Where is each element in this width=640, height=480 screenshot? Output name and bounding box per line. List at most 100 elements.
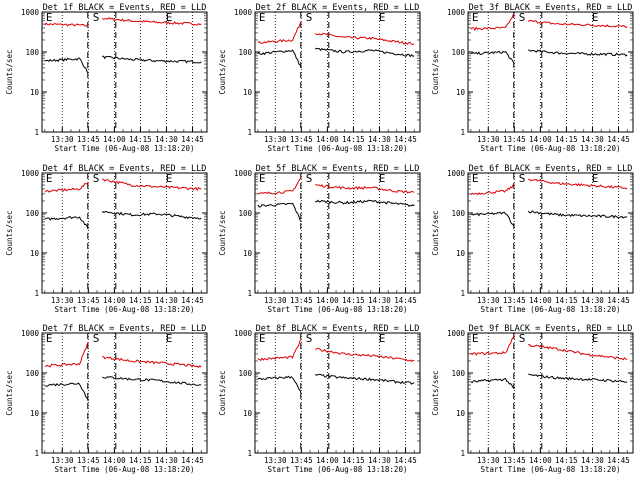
x-axis-label: Start Time (06-Aug-08 13:18:20) xyxy=(268,465,408,474)
lld-series-line xyxy=(257,338,302,362)
y-axis-label: Counts/sec xyxy=(218,49,227,94)
x-tick-label: 14:45 xyxy=(394,296,417,305)
events-series-line xyxy=(528,49,628,57)
plot-frame xyxy=(467,332,634,454)
eclipse-marker-label: E xyxy=(46,172,53,185)
x-tick-label: 14:30 xyxy=(368,296,391,305)
x-tick-label: 14:45 xyxy=(394,135,417,144)
y-tick-label: 10 xyxy=(456,249,466,258)
y-tick-label: 100 xyxy=(451,48,465,57)
x-tick-label: 13:30 xyxy=(264,456,287,465)
y-tick-label: 1 xyxy=(247,128,252,137)
x-axis-label: Start Time (06-Aug-08 13:18:20) xyxy=(481,144,621,153)
y-tick-label: 1 xyxy=(34,128,39,137)
saa-marker-label: S xyxy=(306,11,313,24)
x-tick-label: 14:45 xyxy=(181,296,204,305)
events-series-line xyxy=(314,47,415,58)
lld-series-line xyxy=(257,20,302,44)
panel-title: Det 3f BLACK = Events, RED = LLD xyxy=(469,3,633,13)
lld-series-line xyxy=(314,32,415,46)
eclipse-marker-label: E xyxy=(592,172,599,185)
eclipse-marker-label: E xyxy=(46,332,53,345)
y-tick-label: 1 xyxy=(460,289,465,298)
plot-frame xyxy=(254,11,421,133)
saa-marker-label: S xyxy=(93,11,100,24)
x-tick-label: 14:45 xyxy=(607,296,630,305)
saa-marker-label: S xyxy=(306,172,313,185)
y-tick-label: 10 xyxy=(456,409,466,418)
lld-series-line xyxy=(528,178,628,190)
events-series-line xyxy=(470,50,515,65)
y-tick-label: 1 xyxy=(34,289,39,298)
y-axis-label: Counts/sec xyxy=(5,210,14,255)
x-tick-label: 13:45 xyxy=(290,296,313,305)
x-tick-label: 14:15 xyxy=(129,296,152,305)
saa-marker-label: S xyxy=(519,172,526,185)
x-tick-label: 14:15 xyxy=(555,456,578,465)
eclipse-marker-label: E xyxy=(472,11,479,24)
y-tick-label: 1000 xyxy=(234,169,253,178)
lld-series-line xyxy=(470,184,515,196)
lld-series-line xyxy=(528,344,628,361)
detector-panel-9: Det 9f BLACK = Events, RED = LLD 1 10 100 10… xyxy=(431,324,634,474)
x-axis-label: Start Time (06-Aug-08 13:18:20) xyxy=(481,465,621,474)
y-tick-label: 100 xyxy=(25,369,39,378)
x-tick-label: 14:45 xyxy=(607,135,630,144)
y-tick-label: 1000 xyxy=(21,329,40,338)
lld-series-line xyxy=(102,178,202,192)
eclipse-marker-label: E xyxy=(592,11,599,24)
panel-title: Det 5f BLACK = Events, RED = LLD xyxy=(256,164,420,174)
eclipse-marker-label: E xyxy=(379,11,386,24)
x-axis-label: Start Time (06-Aug-08 13:18:20) xyxy=(268,305,408,314)
x-tick-label: 14:45 xyxy=(181,135,204,144)
eclipse-marker-label: E xyxy=(472,332,479,345)
y-tick-label: 10 xyxy=(30,409,40,418)
events-series-line xyxy=(470,211,515,228)
x-tick-label: 14:15 xyxy=(342,135,365,144)
x-tick-label: 14:00 xyxy=(103,456,126,465)
x-axis-label: Start Time (06-Aug-08 13:18:20) xyxy=(481,305,621,314)
y-tick-label: 10 xyxy=(30,249,40,258)
eclipse-marker-label: E xyxy=(166,332,173,345)
lld-series-line xyxy=(315,184,415,194)
x-tick-label: 13:45 xyxy=(290,456,313,465)
panel-title: Det 6f BLACK = Events, RED = LLD xyxy=(469,164,633,174)
y-tick-label: 1 xyxy=(460,128,465,137)
plot-frame xyxy=(254,172,421,294)
eclipse-marker-label: E xyxy=(166,11,173,24)
x-tick-label: 14:00 xyxy=(103,296,126,305)
y-tick-label: 1000 xyxy=(21,8,40,17)
detector-panel-2: Det 2f BLACK = Events, RED = LLD 1 10 100 10… xyxy=(218,3,421,153)
x-tick-label: 14:15 xyxy=(129,135,152,144)
detector-panel-4: Det 4f BLACK = Events, RED = LLD 1 10 100 10… xyxy=(5,164,208,314)
y-tick-label: 1000 xyxy=(234,8,253,17)
events-series-line xyxy=(315,199,415,207)
x-tick-label: 13:30 xyxy=(51,296,74,305)
lld-series-line xyxy=(257,176,302,195)
events-series-line xyxy=(470,378,515,390)
lld-series-line xyxy=(102,356,202,369)
x-tick-label: 13:45 xyxy=(290,135,313,144)
saa-marker-label: S xyxy=(519,332,526,345)
x-tick-label: 13:30 xyxy=(264,135,287,144)
x-tick-label: 14:30 xyxy=(155,456,178,465)
plot-frame xyxy=(467,172,634,294)
saa-marker-label: S xyxy=(306,332,313,345)
plot-frame xyxy=(41,11,208,133)
x-tick-label: 14:00 xyxy=(529,296,552,305)
lld-series-line xyxy=(44,341,89,368)
x-tick-label: 14:15 xyxy=(342,456,365,465)
eclipse-marker-label: E xyxy=(379,172,386,185)
x-tick-label: 13:30 xyxy=(51,135,74,144)
eclipse-marker-label: E xyxy=(379,332,386,345)
panel-title: Det 9f BLACK = Events, RED = LLD xyxy=(469,324,633,334)
y-axis-label: Counts/sec xyxy=(431,210,440,255)
plot-frame xyxy=(467,11,634,133)
x-tick-label: 13:45 xyxy=(503,296,526,305)
lld-series-line xyxy=(44,181,89,193)
lld-series-line xyxy=(470,13,515,31)
detector-panel-6: Det 6f BLACK = Events, RED = LLD 1 10 100 10… xyxy=(431,164,634,314)
y-tick-label: 100 xyxy=(451,369,465,378)
y-tick-label: 100 xyxy=(25,209,39,218)
eclipse-marker-label: E xyxy=(259,332,266,345)
